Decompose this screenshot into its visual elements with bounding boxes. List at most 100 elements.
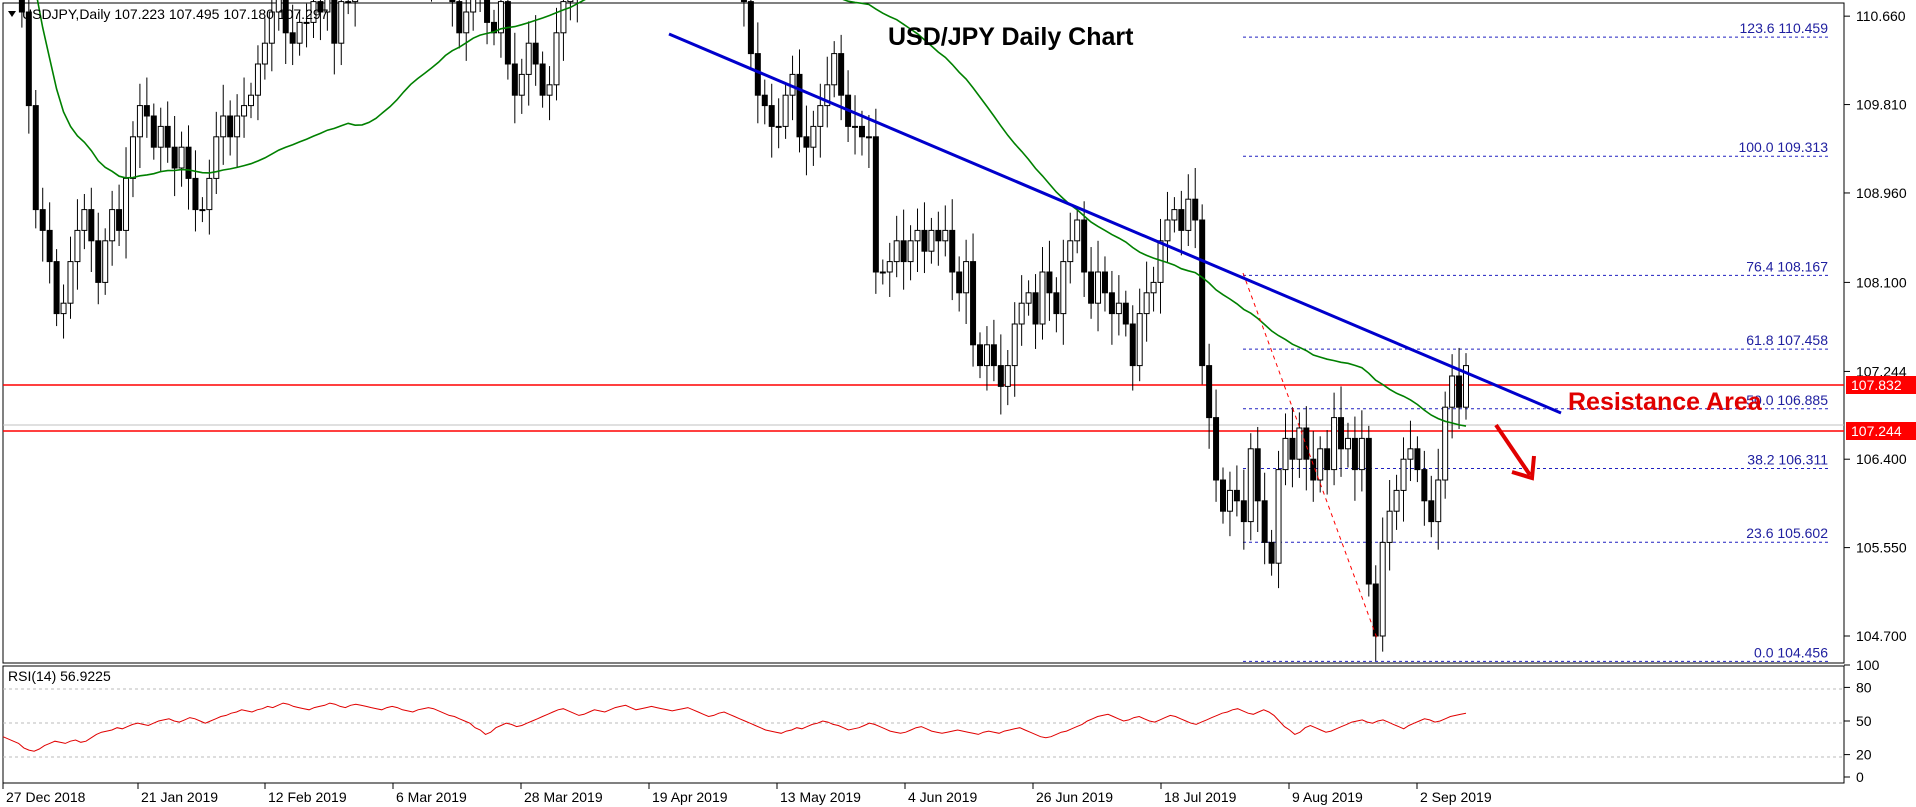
bullish-candle: [1344, 437, 1351, 450]
down-arrow-icon: [1494, 423, 1536, 481]
fib-level-label: 76.4 108.167: [1746, 258, 1828, 274]
bullish-candle: [136, 105, 143, 138]
fib-swing-line: [1242, 272, 1379, 642]
bearish-candle: [39, 209, 46, 231]
bearish-candle: [484, 0, 491, 23]
bullish-candle: [1282, 437, 1289, 471]
bullish-candle: [206, 177, 213, 211]
bullish-candle: [1074, 219, 1081, 242]
rsi-tick-label: 0: [1856, 769, 1864, 785]
bearish-candle: [990, 344, 997, 367]
price-tick-label: 109.810: [1856, 97, 1907, 113]
bearish-candle: [1206, 365, 1213, 419]
bullish-candle: [817, 105, 824, 127]
bullish-candle: [553, 32, 560, 86]
bearish-candle: [1261, 500, 1268, 543]
bullish-candle: [1358, 437, 1365, 471]
bullish-candle: [1393, 489, 1400, 512]
bullish-candle: [525, 42, 532, 75]
bullish-candle: [248, 94, 254, 107]
bullish-candle: [963, 261, 970, 294]
bearish-candle: [740, 0, 747, 3]
bullish-candle: [275, 0, 282, 13]
bearish-candle: [1220, 479, 1226, 512]
time-tick-label: 13 May 2019: [780, 789, 861, 805]
bullish-candle: [310, 1, 317, 23]
bullish-candle: [810, 125, 817, 148]
bearish-candle: [504, 1, 511, 65]
bullish-candle: [352, 0, 359, 3]
bearish-candle: [449, 0, 456, 3]
bearish-candle: [18, 0, 25, 13]
bullish-candle: [241, 105, 248, 117]
bearish-candle: [803, 136, 810, 148]
bullish-candle: [67, 261, 74, 304]
bearish-candle: [1053, 292, 1060, 315]
time-tick-label: 28 Mar 2019: [524, 789, 603, 805]
dropdown-triangle-icon[interactable]: [8, 11, 16, 17]
bullish-candle: [220, 115, 227, 138]
bearish-candle: [1088, 271, 1095, 304]
bullish-candle: [1442, 406, 1449, 481]
bearish-candle: [185, 146, 192, 179]
time-tick-label: 9 Aug 2019: [1292, 789, 1363, 805]
bearish-candle: [796, 73, 803, 138]
downtrend-line: [668, 32, 1562, 415]
bearish-candle: [768, 105, 775, 127]
bullish-candle: [1067, 240, 1074, 263]
bullish-candle: [157, 125, 164, 148]
bullish-candle: [303, 21, 310, 24]
bearish-candle: [1365, 437, 1372, 585]
price-tick-label: 106.400: [1856, 451, 1907, 467]
bullish-candle: [324, 0, 331, 13]
bearish-candle: [1046, 271, 1053, 294]
bearish-candle: [1199, 219, 1206, 367]
resistance-label: Resistance Area: [1568, 388, 1763, 416]
rsi-tick-label: 50: [1856, 713, 1872, 729]
time-tick-label: 18 Jul 2019: [1164, 789, 1237, 805]
bearish-candle: [1122, 302, 1129, 325]
bearish-candle: [1324, 448, 1331, 471]
bearish-candle: [1108, 292, 1115, 315]
bullish-candle: [81, 209, 88, 231]
rsi-tick-label: 100: [1856, 657, 1880, 673]
bullish-candle: [1185, 198, 1192, 231]
time-tick-label: 19 Apr 2019: [652, 789, 728, 805]
bearish-candle: [88, 209, 95, 242]
bearish-candle: [1268, 541, 1275, 564]
bullish-candle: [567, 0, 574, 3]
bearish-candle: [511, 63, 518, 96]
bearish-candle: [1129, 323, 1136, 367]
time-tick-label: 12 Feb 2019: [268, 789, 347, 805]
time-axis: 27 Dec 2018 21 Jan 2019 12 Feb 2019 6 Mar 2…: [2, 783, 1492, 805]
bearish-candle: [282, 0, 289, 34]
bearish-candle: [317, 1, 324, 13]
rsi-panel: [2, 665, 1845, 784]
bullish-candle: [345, 1, 352, 4]
bullish-candle: [199, 209, 206, 212]
bearish-candle: [1351, 437, 1358, 471]
bullish-candle: [983, 344, 990, 367]
bearish-candle: [872, 136, 879, 273]
candlesticks: [18, 0, 1469, 661]
bullish-candle: [865, 136, 872, 139]
resistance-badge-upper-text: 107.832: [1851, 377, 1902, 393]
bullish-candle: [1331, 417, 1338, 471]
bullish-candle: [782, 94, 789, 127]
bearish-candle: [192, 177, 199, 211]
bearish-candle: [25, 11, 32, 107]
bullish-candle: [518, 73, 525, 96]
bullish-candle: [178, 146, 185, 169]
rsi-tick-label: 20: [1856, 747, 1872, 763]
price-tick-label: 104.700: [1856, 628, 1907, 644]
bullish-candle: [109, 209, 116, 242]
bearish-candle: [227, 115, 234, 138]
bullish-candle: [213, 136, 220, 179]
bullish-candle: [338, 1, 345, 44]
bearish-candle: [491, 21, 497, 34]
bullish-candle: [102, 240, 109, 283]
bearish-candle: [1101, 271, 1108, 294]
bearish-candle: [1289, 437, 1296, 460]
bullish-candle: [1247, 448, 1254, 523]
bearish-candle: [747, 1, 754, 55]
